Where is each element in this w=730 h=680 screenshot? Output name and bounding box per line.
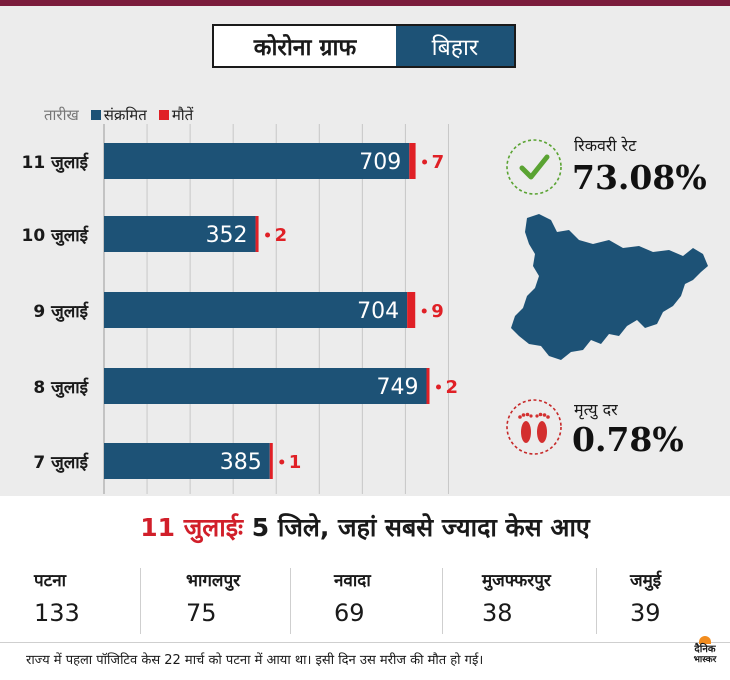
bar-deaths [407, 292, 416, 328]
districts-list: पटना 133 भागलपुर 75 नवादा 69 मुजफ्फरपुर … [0, 568, 730, 636]
district-name: मुजफ्फरपुर [482, 571, 551, 591]
legend-infected-swatch [90, 110, 101, 120]
district-item: पटना 133 [34, 568, 80, 636]
legend-infected-label: संक्रमित [103, 106, 147, 124]
district-value: 38 [482, 599, 513, 627]
legend-infected: संक्रमित [90, 105, 147, 125]
district-name: जमुई [630, 571, 662, 591]
district-value: 69 [334, 599, 365, 627]
bar-deaths [426, 368, 430, 404]
bar-value-label: 352 [206, 223, 248, 248]
district-divider [442, 568, 443, 634]
death-value-label: 9 [431, 301, 444, 322]
bar-deaths [269, 443, 273, 479]
bihar-map-icon [511, 214, 708, 360]
check-circle-icon [506, 139, 562, 195]
footnote-divider [0, 642, 730, 643]
bar-infected [104, 143, 410, 179]
death-value-label: 7 [432, 152, 445, 173]
legend-date-header: तारीख [44, 106, 79, 124]
death-value-label: 2 [446, 377, 459, 398]
districts-title-date: 11 जुलाई [140, 513, 244, 542]
title-main: कोरोना ग्राफ [253, 35, 357, 61]
district-item: मुजफ्फरपुर 38 [482, 568, 551, 636]
dainik-bhaskar-logo: दैनिक भास्कर [688, 636, 722, 672]
death-dot [422, 159, 428, 165]
legend-deaths-swatch [158, 110, 169, 120]
bar-deaths [409, 143, 416, 179]
category-label: 10 जुलाई [22, 225, 89, 246]
bar-infected [104, 292, 408, 328]
bar-value-label: 749 [377, 375, 419, 400]
graphic-title: कोरोना ग्राफ बिहार [212, 24, 516, 68]
title-state: बिहार [396, 26, 514, 66]
district-item: नवादा 69 [334, 568, 371, 636]
category-label: 7 जुलाई [33, 452, 89, 473]
bar-infected [104, 443, 270, 479]
district-item: भागलपुर 75 [186, 568, 240, 636]
district-value: 133 [34, 599, 80, 627]
category-label: 11 जुलाई [22, 152, 89, 173]
district-divider [290, 568, 291, 634]
logo-sun-icon [699, 636, 711, 644]
bar-deaths [255, 216, 259, 252]
category-label: 8 जुलाई [33, 377, 89, 398]
recovery-rate-label: रिकवरी रेट [574, 136, 637, 155]
district-name: नवादा [334, 571, 371, 591]
logo-line2: भास्कर [693, 655, 717, 665]
legend-deaths: मौतें [158, 105, 194, 125]
logo-line1: दैनिक [694, 644, 716, 655]
district-value: 39 [630, 599, 661, 627]
mortality-rate-value: 0.78% [572, 420, 684, 459]
bar-value-label: 704 [357, 299, 399, 324]
top-accent-bar [0, 0, 730, 6]
death-dot [421, 308, 427, 314]
district-name: भागलपुर [186, 571, 241, 591]
bar-chart: 709 7 11 जुलाई 352 2 10 जुलाई 704 9 9 जुलाई 749 2 8… [22, 124, 459, 494]
category-label: 9 जुलाई [33, 301, 89, 322]
footprints-icon [506, 399, 562, 455]
districts-title: 11 जुलाईः 5 जिले, जहां सबसे ज्यादा केस आ… [0, 510, 730, 544]
recovery-rate-value: 73.08% [572, 158, 707, 197]
district-value: 75 [186, 599, 217, 627]
district-divider [596, 568, 597, 634]
footnote: राज्य में पहला पॉजिटिव केस 22 मार्च को प… [26, 653, 484, 668]
death-dot [265, 232, 271, 238]
district-divider [140, 568, 141, 634]
bar-value-label: 709 [359, 150, 401, 175]
legend-deaths-label: मौतें [171, 106, 194, 124]
district-name: पटना [34, 571, 67, 591]
bar-infected [104, 368, 427, 404]
bar-infected [104, 216, 256, 252]
bar-value-label: 385 [220, 450, 262, 475]
death-dot [279, 459, 285, 465]
death-value-label: 2 [275, 225, 288, 246]
death-dot [436, 384, 442, 390]
districts-panel: 11 जुलाईः 5 जिले, जहां सबसे ज्यादा केस आ… [0, 496, 730, 680]
chart-legend: तारीख संक्रमित मौतें [44, 104, 205, 126]
mortality-rate-label: मृत्यु दर [574, 400, 618, 419]
district-item: जमुई 39 [630, 568, 661, 636]
districts-title-text: ः 5 जिले, जहां सबसे ज्यादा केस आए [243, 513, 590, 542]
death-value-label: 1 [289, 452, 302, 473]
